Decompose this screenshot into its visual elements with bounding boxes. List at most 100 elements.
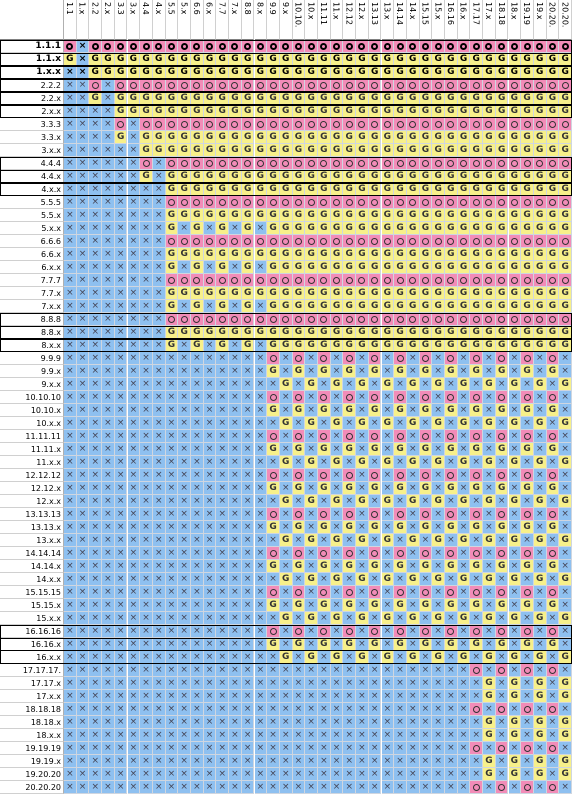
circle-mark: [267, 469, 279, 481]
circle-mark: [229, 196, 241, 208]
grid-cell: [254, 118, 268, 131]
cross-mark: ×: [447, 651, 455, 662]
g-mark: G: [243, 300, 252, 311]
grid-cell: ×: [483, 391, 496, 404]
circle-mark: [547, 586, 559, 598]
grid-cell: ×: [254, 391, 268, 404]
circle-mark: [496, 586, 508, 598]
circle-mark: [420, 235, 432, 247]
g-mark: G: [409, 287, 417, 298]
grid-cell: ×: [216, 534, 230, 547]
grid-cell: ×: [76, 79, 90, 92]
cross-mark: ×: [116, 742, 125, 753]
cross-mark: ×: [129, 235, 138, 246]
grid-cell: ×: [178, 755, 191, 768]
circle-mark: [267, 391, 279, 403]
grid-cell: ×: [356, 430, 369, 443]
grid-cell: G: [445, 183, 458, 196]
g-mark: G: [421, 599, 430, 610]
cross-mark: ×: [332, 508, 341, 519]
grid-cell: ×: [127, 313, 141, 326]
grid-cell: ×: [64, 300, 77, 313]
cross-mark: ×: [104, 313, 112, 324]
grid-cell: G: [457, 261, 471, 274]
grid-cell: G: [546, 209, 560, 222]
cross-mark: ×: [154, 521, 163, 532]
grid-cell: [178, 235, 191, 248]
cross-mark: ×: [281, 703, 290, 714]
grid-cell: ×: [521, 573, 534, 586]
cross-mark: ×: [154, 781, 163, 792]
grid-cell: ×: [381, 625, 395, 638]
grid-cell: ×: [165, 690, 179, 703]
g-mark: G: [459, 92, 468, 103]
grid-cell: G: [241, 248, 255, 261]
grid-cell: G: [457, 222, 471, 235]
grid-cell: G: [292, 482, 306, 495]
grid-cell: ×: [533, 586, 547, 599]
circle-mark: [293, 235, 305, 247]
grid-cell: ×: [394, 417, 407, 430]
grid-cell: G: [279, 378, 293, 391]
cross-mark: ×: [434, 508, 442, 519]
cross-mark: ×: [218, 729, 226, 740]
column-header-label: 8.8: [242, 2, 252, 15]
g-mark: G: [167, 170, 176, 181]
cross-mark: ×: [154, 716, 163, 727]
grid-cell: [191, 235, 204, 248]
g-mark: G: [396, 339, 404, 350]
grid-cell: ×: [102, 105, 115, 118]
grid-cell: ×: [102, 625, 115, 638]
cross-mark: ×: [78, 495, 87, 506]
cross-mark: ×: [167, 703, 176, 714]
cross-mark: ×: [358, 599, 366, 610]
grid-cell: G: [483, 144, 496, 157]
cross-mark: ×: [129, 482, 138, 493]
cross-mark: ×: [142, 261, 150, 272]
circle-mark: [343, 40, 355, 52]
cross-mark: ×: [485, 638, 493, 649]
g-mark: G: [282, 131, 290, 142]
grid-cell: G: [267, 131, 280, 144]
grid-cell: ×: [521, 755, 534, 768]
cross-mark: ×: [447, 677, 455, 688]
circle-mark: [331, 196, 343, 208]
cross-mark: ×: [129, 222, 138, 233]
cross-mark: ×: [243, 599, 252, 610]
g-mark: G: [536, 170, 544, 181]
cross-mark: ×: [154, 560, 163, 571]
cross-mark: ×: [497, 534, 506, 545]
cross-mark: ×: [459, 482, 468, 493]
g-mark: G: [561, 66, 569, 77]
grid-cell: [368, 118, 382, 131]
grid-cell: [216, 274, 230, 287]
g-mark: G: [497, 521, 506, 532]
g-mark: G: [447, 53, 455, 64]
cross-mark: ×: [231, 703, 239, 714]
grid-cell: ×: [254, 742, 268, 755]
g-mark: G: [142, 144, 150, 155]
circle-mark: [305, 118, 317, 130]
cross-mark: ×: [78, 716, 87, 727]
circle-mark: [470, 469, 482, 481]
g-mark: G: [167, 339, 176, 350]
grid-cell: G: [279, 105, 293, 118]
grid-cell: ×: [76, 443, 90, 456]
g-mark: G: [409, 261, 417, 272]
g-mark: G: [409, 534, 417, 545]
grid-cell: ×: [470, 716, 484, 729]
g-mark: G: [485, 339, 493, 350]
grid-cell: ×: [203, 430, 217, 443]
grid-cell: ×: [127, 625, 141, 638]
grid-cell: G: [140, 92, 153, 105]
g-mark: G: [497, 365, 506, 376]
grid-cell: G: [114, 66, 128, 79]
grid-cell: G: [457, 248, 471, 261]
cross-mark: ×: [91, 547, 99, 558]
grid-cell: ×: [445, 664, 458, 677]
circle-mark: [369, 118, 381, 130]
grid-cell: G: [318, 222, 331, 235]
grid-cell: G: [254, 144, 268, 157]
g-mark: G: [548, 92, 557, 103]
grid-cell: ×: [114, 651, 128, 664]
